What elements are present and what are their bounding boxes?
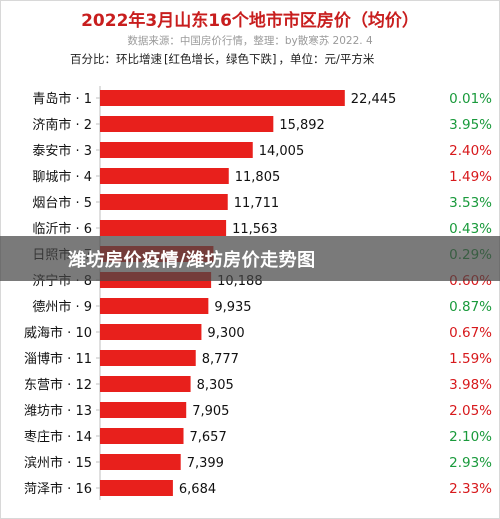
value-label: 9,935 <box>214 300 251 315</box>
bar <box>100 324 202 340</box>
value-label: 6,684 <box>179 482 216 497</box>
legend-detail: [红色增长，绿色下跌] <box>164 52 277 66</box>
value-label: 7,399 <box>187 456 224 471</box>
bar <box>100 454 181 470</box>
value-label: 8,305 <box>197 378 234 393</box>
legend-unit: ，单位：元/平方米 <box>278 52 375 66</box>
category-label: 威海市 · 10 <box>24 325 92 341</box>
percent-label: 2.93% <box>449 455 492 471</box>
value-label: 15,892 <box>279 118 325 133</box>
percent-label: 1.59% <box>449 351 492 367</box>
percent-label: 3.98% <box>449 377 492 393</box>
category-label: 东营市 · 12 <box>24 377 92 393</box>
value-label: 11,805 <box>235 170 280 185</box>
value-label: 14,005 <box>259 144 305 159</box>
bar <box>100 194 228 210</box>
bar <box>100 90 345 106</box>
percent-label: 2.05% <box>449 403 492 419</box>
category-label: 聊城市 · 4 <box>32 169 92 185</box>
percent-label: 2.40% <box>449 143 492 159</box>
percent-label: 0.43% <box>449 221 492 237</box>
percent-label: 0.01% <box>449 91 492 107</box>
category-label: 淄博市 · 11 <box>24 351 92 367</box>
percent-label: 2.33% <box>449 481 492 497</box>
chart-title: 2022年3月山东16个地市市区房价（均价） <box>81 11 419 31</box>
bar <box>100 350 196 366</box>
bar <box>100 298 209 314</box>
bar <box>100 220 227 236</box>
value-label: 22,445 <box>351 92 397 107</box>
category-label: 菏泽市 · 16 <box>24 481 92 497</box>
category-label: 枣庄市 · 14 <box>24 429 92 445</box>
chart-source: 数据来源：中国房价行情，整理：by散寒苏 2022. 4 <box>127 35 373 47</box>
bar <box>100 168 229 184</box>
value-label: 9,300 <box>207 326 244 341</box>
bar <box>100 142 253 158</box>
bar <box>100 428 184 444</box>
bar <box>100 402 187 418</box>
category-label: 泰安市 · 3 <box>32 143 92 159</box>
bar <box>100 480 173 496</box>
category-label: 德州市 · 9 <box>32 299 92 315</box>
watermark-banner: 潍坊房价疫情/潍坊房价走势图 <box>0 236 500 281</box>
watermark-text: 潍坊房价疫情/潍坊房价走势图 <box>68 250 316 271</box>
category-label: 烟台市 · 5 <box>32 195 92 211</box>
bar <box>100 376 191 392</box>
category-label: 青岛市 · 1 <box>32 91 92 107</box>
value-label: 11,563 <box>232 222 277 237</box>
percent-label: 1.49% <box>449 169 492 185</box>
percent-label: 3.95% <box>449 117 492 133</box>
category-label: 潍坊市 · 13 <box>24 403 92 419</box>
value-label: 7,905 <box>192 404 229 419</box>
percent-label: 2.10% <box>449 429 492 445</box>
value-label: 7,657 <box>190 430 227 445</box>
value-label: 8,777 <box>202 352 239 367</box>
percent-label: 0.87% <box>449 299 492 315</box>
category-label: 临沂市 · 6 <box>32 221 92 237</box>
percent-label: 3.53% <box>449 195 492 211</box>
value-label: 11,711 <box>234 196 280 211</box>
legend-prefix: 百分比：环比增速 <box>70 52 162 66</box>
bar <box>100 116 274 132</box>
category-label: 滨州市 · 15 <box>24 455 92 471</box>
percent-label: 0.67% <box>449 325 492 341</box>
category-label: 济南市 · 2 <box>32 117 92 133</box>
chart-legend-note: 百分比：环比增速 [红色增长，绿色下跌] ，单位：元/平方米 <box>70 51 376 67</box>
